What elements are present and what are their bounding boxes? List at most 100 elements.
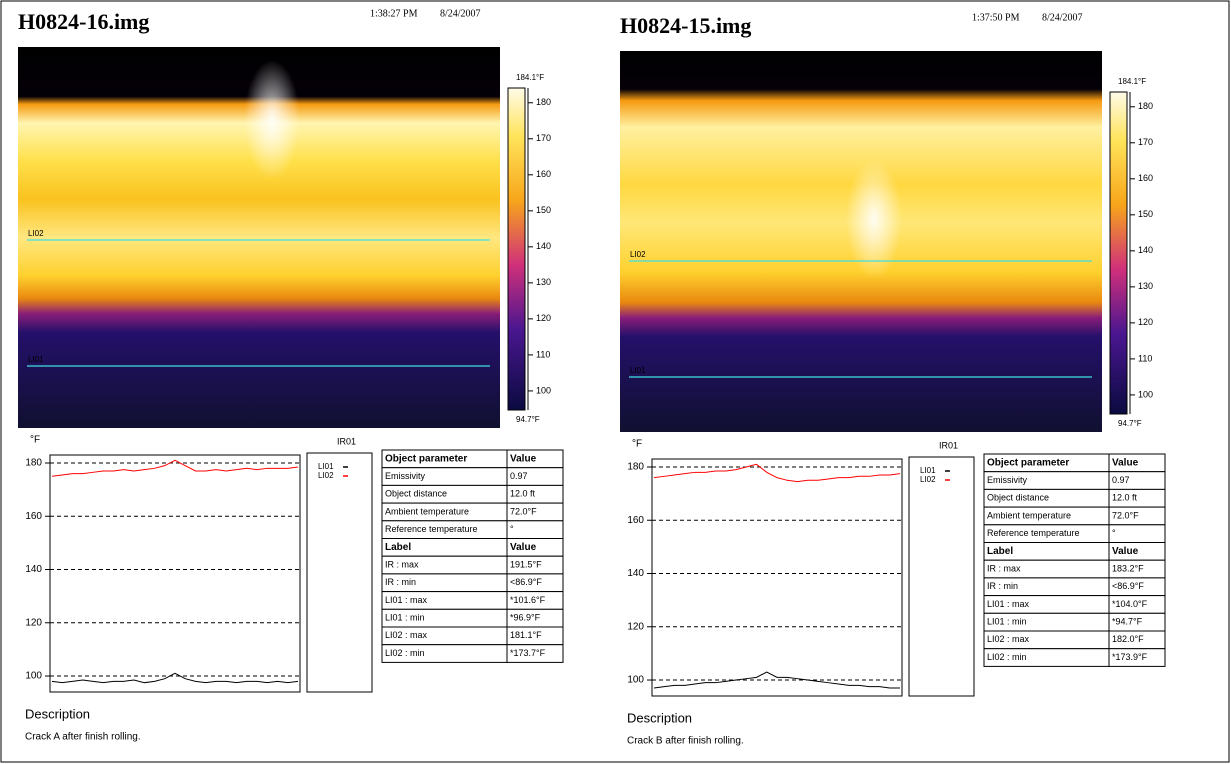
scale-tick-label: 180 [1138,101,1153,111]
plot-title: IR01 [337,436,356,446]
table-text: 12.0 ft [1112,493,1138,503]
table-text: Ambient temperature [987,510,1071,520]
plot-unit: °F [30,435,40,446]
table-text: 183.2°F [1112,563,1144,573]
scale-tick-label: 130 [1138,281,1153,291]
hot-spot [244,60,300,180]
description-heading: Description [25,706,90,721]
measure-line-label: LI02 [28,229,44,238]
hot-spot [846,159,902,279]
table-text: LI02 : max [987,634,1030,644]
table-text: <86.9°F [510,577,542,587]
scale-tick-label: 170 [1138,137,1153,147]
scale-tick-label: 110 [1138,353,1152,363]
date-stamp: 8/24/2007 [1042,12,1083,23]
scale-tick-label: 170 [536,133,551,143]
y-tick-label: 120 [25,617,42,628]
scale-tick-label: 140 [536,241,551,251]
report-title: H0824-16.img [18,9,149,34]
y-tick-label: 100 [627,675,644,686]
table-text: <86.9°F [1112,581,1144,591]
plot-title: IR01 [939,440,958,450]
scale-tick-label: 120 [1138,317,1153,327]
table-text: Emissivity [385,471,425,481]
table-text: Object distance [987,493,1049,503]
scale-tick-label: 120 [536,313,551,323]
table-text: LI01 : max [385,595,428,605]
scale-tick-label: 110 [536,349,550,359]
legend-label: LI01 [920,466,936,475]
table-text: ° [510,524,514,534]
report-panel: H0824-15.img 1:37:50 PM 8/24/2007LI02LI011… [620,12,1166,747]
plot-unit: °F [632,439,642,450]
table-text: 182.0°F [1112,634,1144,644]
table-text: IR : max [385,559,419,569]
y-tick-label: 120 [627,621,644,632]
table-text: LI02 : min [987,652,1027,662]
table-text: LI01 : max [987,599,1030,609]
description-heading: Description [627,710,692,725]
scale-tick-label: 180 [536,97,551,107]
scale-tick-label: 130 [536,277,551,287]
time-stamp: 1:38:27 PM [370,8,418,19]
table-cell [1108,648,1166,667]
table-cell [506,644,564,663]
scale-tick-label: 150 [1138,209,1153,219]
table-text: *173.9°F [1112,652,1148,662]
series-line [653,671,900,689]
series-line [51,672,299,684]
table-text: Object parameter [385,453,467,464]
series-line [653,463,901,483]
time-stamp: 1:37:50 PM [972,12,1020,23]
scale-end-label: 184.1°F [1118,77,1146,86]
table-text: Label [987,546,1013,557]
color-scale [507,87,526,411]
scale-tick-label: 160 [536,169,551,179]
color-scale [1109,91,1128,415]
table-text: LI01 : min [987,617,1027,627]
table-text: ° [1112,528,1116,538]
table-text: 0.97 [1112,475,1130,485]
scale-tick-label: 100 [536,385,551,395]
table-cell [506,520,564,539]
legend-box [306,452,373,693]
description-text: Crack B after finish rolling. [627,736,744,747]
table-text: *96.9°F [510,613,541,623]
table-text: LI02 : max [385,630,428,640]
table-text: IR : min [385,577,416,587]
scale-tick-label: 140 [1138,245,1153,255]
report-panel: H0824-16.img 1:38:27 PM 8/24/2007LI02LI011… [18,8,564,743]
plot-frame [651,458,903,697]
table-text: *94.7°F [1112,617,1143,627]
table-text: Reference temperature [385,524,478,534]
table-text: IR : min [987,581,1018,591]
y-tick-label: 140 [627,568,644,579]
legend-label: LI02 [920,475,936,484]
table-text: 181.1°F [510,630,542,640]
date-stamp: 8/24/2007 [440,8,481,19]
table-text: 0.97 [510,471,528,481]
table-text: Value [510,453,537,464]
measure-line-label: LI01 [630,366,646,375]
y-tick-label: 180 [25,458,42,469]
table-text: Ambient temperature [385,506,469,516]
table-text: 72.0°F [510,506,537,516]
table-text: Value [1112,457,1139,468]
scale-end-label: 184.1°F [516,73,544,82]
legend-label: LI01 [318,462,334,471]
table-cell [1108,524,1166,543]
table-text: IR : max [987,563,1021,573]
table-text: Value [510,542,537,553]
measure-line-label: LI01 [28,355,44,364]
y-tick-label: 140 [25,564,42,575]
legend-label: LI02 [318,471,334,480]
table-text: Emissivity [987,475,1027,485]
scale-tick-label: 100 [1138,389,1153,399]
scale-tick-label: 160 [1138,173,1153,183]
table-text: LI02 : min [385,648,425,658]
measure-line-label: LI02 [630,250,646,259]
table-text: LI01 : min [385,613,425,623]
table-text: Label [385,542,411,553]
